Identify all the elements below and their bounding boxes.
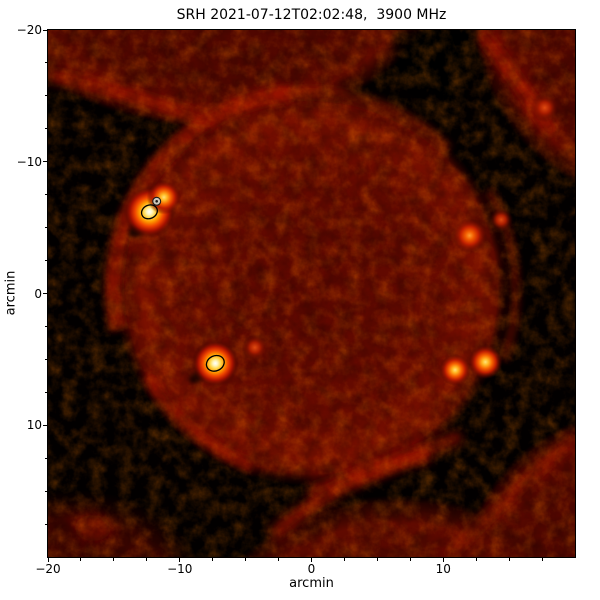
x-minor-tick (278, 558, 280, 561)
contour-ring (205, 354, 225, 372)
x-minor-tick (508, 558, 510, 561)
x-minor-tick (245, 558, 247, 561)
radio-source-faint (241, 334, 269, 361)
y-minor-tick (44, 490, 47, 492)
radio-source-medium (452, 218, 487, 253)
x-minor-tick (475, 558, 477, 561)
x-tick-label: −20 (35, 562, 61, 576)
x-tick-label: 10 (435, 562, 451, 576)
radio-source-bright (191, 339, 240, 388)
beam-marker-dot (155, 199, 158, 203)
sun-heatmap (48, 30, 575, 557)
dark-noise-overlay (48, 30, 575, 557)
contour-ring (140, 204, 158, 220)
y-minor-tick (44, 358, 47, 360)
y-tick-label: −20 (16, 23, 42, 37)
x-minor-tick (80, 558, 82, 561)
y-tick-label: −10 (16, 154, 42, 169)
radio-source-faint (530, 93, 560, 123)
y-minor-tick (44, 523, 47, 525)
x-major-tick (442, 558, 444, 562)
x-minor-tick (376, 558, 378, 561)
x-minor-tick (113, 558, 115, 561)
y-minor-tick (44, 95, 47, 97)
x-tick-label: 0 (307, 562, 316, 576)
y-tick-label: 0 (34, 286, 42, 301)
radio-source-strong (439, 354, 471, 386)
radio-source-strong (468, 344, 503, 380)
y-minor-tick (44, 260, 47, 262)
y-minor-tick (44, 128, 47, 130)
y-minor-tick (44, 62, 47, 64)
x-minor-tick (541, 558, 543, 561)
radio-sources-layer (123, 93, 560, 388)
x-tick-label: −10 (167, 562, 193, 576)
radio-source-strong (146, 180, 182, 215)
x-minor-tick (146, 558, 148, 561)
y-minor-tick (44, 227, 47, 229)
plot-area (47, 29, 576, 558)
x-minor-tick (343, 558, 345, 561)
y-major-tick (43, 29, 47, 31)
x-major-tick (179, 558, 181, 562)
x-minor-tick (212, 558, 214, 561)
contours-layer (140, 196, 225, 372)
x-axis-label: arcmin (289, 576, 334, 591)
y-major-tick (43, 293, 47, 294)
y-minor-tick (44, 194, 47, 196)
y-minor-tick (44, 457, 47, 459)
radio-source-faint (489, 207, 514, 232)
x-minor-tick (409, 558, 411, 561)
y-minor-tick (44, 325, 47, 327)
y-major-tick (43, 424, 47, 426)
x-major-tick (47, 558, 49, 562)
y-tick-label: 10 (26, 418, 42, 433)
y-major-tick (43, 161, 47, 163)
plot-title: SRH 2021-07-12T02:02:48, 3900 MHz (176, 7, 447, 23)
x-major-tick (311, 558, 312, 562)
y-minor-tick (44, 391, 47, 393)
